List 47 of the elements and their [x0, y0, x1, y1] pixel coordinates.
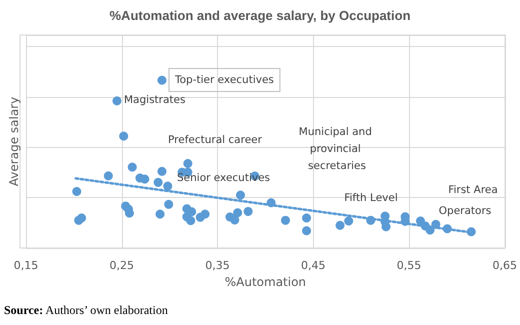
point: [266, 198, 276, 208]
point: [344, 216, 354, 226]
x-tick-label: 0,45: [301, 259, 326, 272]
point: [442, 224, 452, 234]
point: [154, 178, 163, 187]
point: [302, 226, 312, 236]
point: [104, 171, 113, 180]
x-axis-title: %Automation: [224, 275, 306, 289]
point: [128, 162, 137, 172]
point: [230, 215, 240, 224]
point: [183, 158, 192, 168]
point: [233, 208, 242, 218]
point: [157, 76, 166, 85]
source-note: Source: Authors’ own elaboration: [4, 303, 168, 317]
point: [302, 213, 312, 222]
point: [244, 206, 253, 216]
point: [77, 213, 86, 222]
annotation: Prefectural career: [168, 134, 263, 146]
annotation: Municipal and provincial secretaries: [298, 126, 376, 172]
point: [280, 216, 290, 225]
point: [236, 190, 245, 200]
point: [72, 186, 82, 196]
annotation: Operators: [438, 205, 492, 217]
point: [366, 216, 376, 225]
x-tick-label: 0,35: [205, 259, 230, 272]
x-tick-label: 0,15: [14, 259, 38, 272]
point: [112, 96, 122, 106]
annotation: First Area: [448, 184, 498, 196]
x-tick-label: 0,55: [396, 259, 422, 272]
point: [200, 210, 210, 219]
point: [431, 220, 440, 229]
point: [186, 216, 196, 226]
point: [157, 166, 166, 176]
chart-title: %Automation and average salary, by Occupation: [109, 8, 411, 23]
point: [164, 200, 174, 209]
point: [336, 220, 345, 230]
point: [156, 210, 165, 219]
y-axis-title: Average salary: [7, 96, 21, 186]
annotation: Fifth Level: [344, 192, 398, 204]
point: [426, 226, 435, 235]
x-tick-label: 0,65: [492, 259, 518, 272]
point: [466, 227, 476, 236]
point: [119, 132, 128, 141]
annotation: Magistrates: [124, 94, 186, 106]
annotation: Top-tier executives: [174, 74, 274, 86]
x-tick-label: 0,25: [110, 259, 134, 272]
point: [163, 182, 172, 191]
